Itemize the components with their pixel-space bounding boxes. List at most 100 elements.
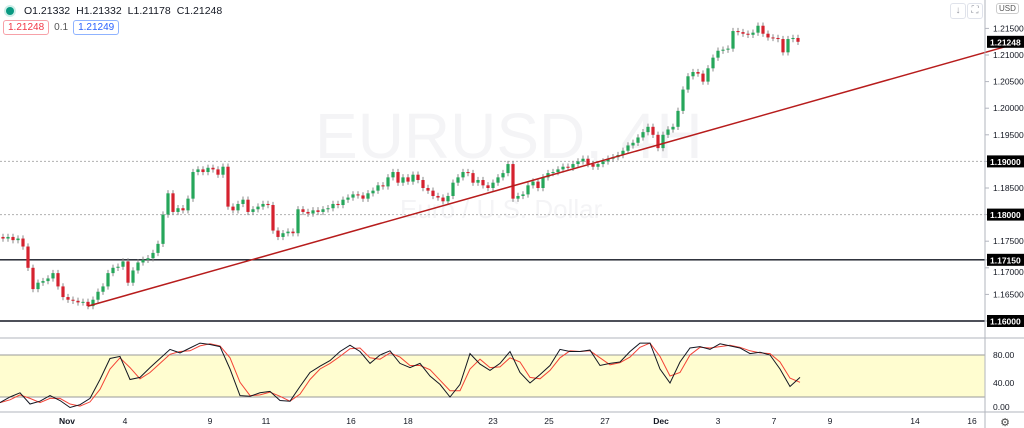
candle-down xyxy=(781,39,785,53)
candle-up xyxy=(131,270,135,283)
candle-up xyxy=(206,167,210,173)
candle-down xyxy=(701,73,705,82)
candle-down xyxy=(511,164,515,199)
candle-up xyxy=(636,137,640,143)
candle-up xyxy=(706,68,710,82)
candle-up xyxy=(526,185,530,195)
last-price-label: 1.21248 xyxy=(990,37,1021,47)
candle-up xyxy=(576,161,580,165)
level-price-label: 1.16000 xyxy=(990,317,1021,327)
candle-down xyxy=(486,185,490,188)
level-price-label: 1.18000 xyxy=(990,210,1021,220)
candle-up xyxy=(671,126,675,130)
candle-down xyxy=(291,231,295,234)
market-status-icon xyxy=(6,7,14,15)
candle-up xyxy=(581,158,585,162)
candle-up xyxy=(41,281,45,283)
level-price-badge xyxy=(987,315,1024,327)
price-tick-label: 1.17500 xyxy=(993,236,1024,246)
candle-down xyxy=(741,32,745,34)
time-tick-label: 25 xyxy=(544,416,554,426)
candle-up xyxy=(621,150,625,156)
candle-up xyxy=(721,49,725,51)
level-price-label: 1.17150 xyxy=(990,255,1021,265)
stoch-tick-label: 40.00 xyxy=(993,378,1015,388)
candle-up xyxy=(96,291,100,300)
candle-down xyxy=(421,180,425,188)
buy-price-button[interactable]: 1.21249 xyxy=(73,20,120,35)
fullscreen-icon[interactable]: ⛶ xyxy=(967,3,983,19)
settings-gear-icon[interactable]: ⚙ xyxy=(1000,417,1010,428)
price-tick-label: 1.16500 xyxy=(993,289,1024,299)
candle-down xyxy=(441,197,445,202)
candle-down xyxy=(126,261,130,283)
candle-up xyxy=(6,236,10,239)
candle-up xyxy=(631,142,635,146)
candle-up xyxy=(661,134,665,149)
candle-up xyxy=(46,278,50,282)
candle-down xyxy=(271,205,275,231)
candle-down xyxy=(586,158,590,165)
candle-down xyxy=(416,174,420,181)
candle-down xyxy=(11,236,15,241)
candle-down xyxy=(651,126,655,135)
candle-up xyxy=(531,181,535,186)
time-tick-label: 11 xyxy=(262,416,271,426)
scroll-down-icon[interactable]: ↓ xyxy=(950,3,966,19)
candle-down xyxy=(471,173,475,183)
stoch-tick-label: 80.00 xyxy=(993,350,1015,360)
candle-down xyxy=(426,188,430,191)
time-tick-label: Nov xyxy=(59,416,75,426)
candle-down xyxy=(201,169,205,173)
candle-down xyxy=(776,37,780,40)
candle-up xyxy=(261,203,265,207)
candle-up xyxy=(256,206,260,210)
candle-up xyxy=(496,177,500,183)
candle-up xyxy=(626,145,630,151)
candle-up xyxy=(16,238,20,241)
candle-up xyxy=(51,273,55,279)
candle-up xyxy=(391,172,395,178)
candle-up xyxy=(461,172,465,178)
candle-up xyxy=(36,282,40,290)
candle-up xyxy=(521,194,525,196)
candle-up xyxy=(136,262,140,271)
candle-down xyxy=(216,169,220,175)
candle-up xyxy=(326,208,330,210)
candle-up xyxy=(716,50,720,58)
candle-down xyxy=(796,37,800,42)
candle-up xyxy=(386,177,390,187)
sell-price-button[interactable]: 1.21248 xyxy=(3,20,50,35)
candle-down xyxy=(466,172,470,174)
candle-down xyxy=(746,33,750,35)
candle-down xyxy=(771,37,775,39)
legend-open: O1.21332 xyxy=(24,5,71,17)
candle-up xyxy=(596,164,600,167)
currency-label[interactable]: USD xyxy=(996,3,1019,14)
ohlc-legend: O1.21332 H1.21332 L1.21178 C1.21248 xyxy=(6,5,222,17)
candle-up xyxy=(711,57,715,69)
candle-up xyxy=(191,172,195,199)
candle-up xyxy=(311,210,315,214)
candle-up xyxy=(401,177,405,183)
candle-down xyxy=(656,134,660,149)
candle-down xyxy=(736,31,740,33)
candle-down xyxy=(76,300,80,303)
stoch-band xyxy=(0,355,985,397)
candle-up xyxy=(111,267,115,274)
candle-down xyxy=(276,230,280,237)
candle-up xyxy=(751,32,755,35)
stoch-tick-label: 0.00 xyxy=(993,402,1010,412)
time-tick-label: 27 xyxy=(600,416,610,426)
level-price-badge xyxy=(987,253,1024,266)
candle-down xyxy=(766,33,770,38)
candle-down xyxy=(61,286,65,298)
time-tick-label: 23 xyxy=(488,416,498,426)
candle-up xyxy=(516,195,520,199)
stoch-k-line xyxy=(0,342,801,409)
candle-up xyxy=(376,185,380,191)
candle-up xyxy=(176,208,180,212)
candle-up xyxy=(686,76,690,90)
candle-down xyxy=(306,211,310,214)
